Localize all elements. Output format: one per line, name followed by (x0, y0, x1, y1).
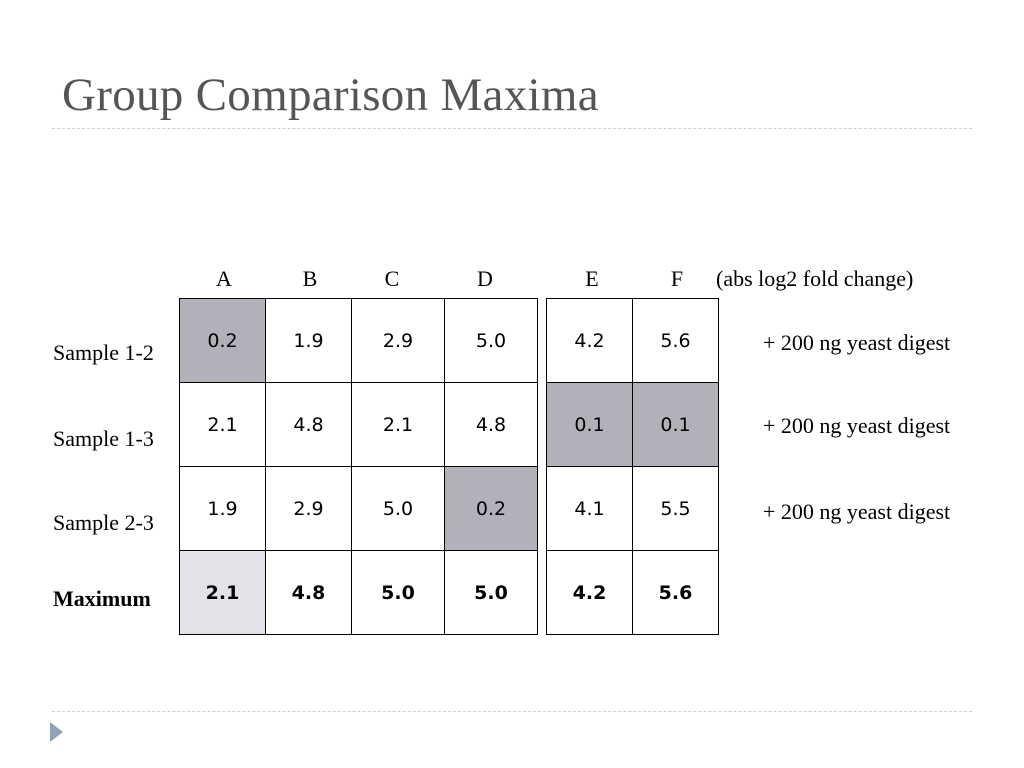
row-label-maximum: Maximum (53, 586, 151, 611)
cell-maximum-b: 4.8 (265, 550, 352, 635)
table-row: 4.2 5.6 (546, 298, 719, 383)
comparison-grid-a-d: 0.2 1.9 2.9 5.0 2.1 4.8 2.1 4.8 1.9 2.9 … (179, 298, 538, 635)
row-label-sample-2-3: Sample 2-3 (53, 510, 154, 535)
cell-sample-1-2-b: 1.9 (265, 298, 352, 383)
note-sample-1-2: + 200 ng yeast digest (763, 330, 951, 355)
cell-maximum-d: 5.0 (444, 550, 538, 635)
cell-maximum-a: 2.1 (179, 550, 266, 635)
row-label-sample-1-2: Sample 1-2 (53, 340, 154, 365)
column-header-a: A (216, 266, 232, 291)
cell-maximum-c: 5.0 (351, 550, 445, 635)
table-row: 0.1 0.1 (546, 382, 719, 467)
cell-maximum-f: 5.6 (632, 550, 719, 635)
cell-sample-2-3-b: 2.9 (265, 466, 352, 551)
cell-sample-1-2-d: 5.0 (444, 298, 538, 383)
cell-sample-1-2-e: 4.2 (546, 298, 633, 383)
column-header-d: D (477, 266, 493, 291)
row-label-sample-1-3: Sample 1-3 (53, 426, 154, 451)
cell-sample-1-2-c: 2.9 (351, 298, 445, 383)
cell-sample-1-3-d: 4.8 (444, 382, 538, 467)
column-header-b: B (302, 266, 318, 291)
column-header-c: C (384, 266, 400, 291)
table-row-maximum: 2.1 4.8 5.0 5.0 (179, 550, 538, 635)
slide-title: Group Comparison Maxima (62, 69, 599, 121)
cell-sample-1-3-a: 2.1 (179, 382, 266, 467)
units-label: (abs log2 fold change) (716, 266, 914, 291)
note-sample-2-3: + 200 ng yeast digest (763, 499, 951, 524)
table-row: 2.1 4.8 2.1 4.8 (179, 382, 538, 467)
table-row: 0.2 1.9 2.9 5.0 (179, 298, 538, 383)
cell-sample-2-3-e: 4.1 (546, 466, 633, 551)
cell-maximum-e: 4.2 (546, 550, 633, 635)
cell-sample-2-3-f: 5.5 (632, 466, 719, 551)
column-header-e: E (585, 266, 599, 291)
cell-sample-2-3-a: 1.9 (179, 466, 266, 551)
table-row: 4.1 5.5 (546, 466, 719, 551)
cell-sample-1-3-c: 2.1 (351, 382, 445, 467)
note-sample-1-3: + 200 ng yeast digest (763, 413, 951, 438)
cell-sample-2-3-c: 5.0 (351, 466, 445, 551)
triangle-bullet-icon (50, 722, 63, 742)
cell-sample-1-2-a: 0.2 (179, 298, 266, 383)
title-divider (52, 128, 972, 129)
comparison-grid-e-f: 4.2 5.6 0.1 0.1 4.1 5.5 4.2 5.6 (546, 298, 719, 635)
table-row-maximum: 4.2 5.6 (546, 550, 719, 635)
cell-sample-1-3-f: 0.1 (632, 382, 719, 467)
cell-sample-1-2-f: 5.6 (632, 298, 719, 383)
footer-divider (52, 711, 972, 712)
column-header-f: F (670, 266, 684, 291)
cell-sample-1-3-b: 4.8 (265, 382, 352, 467)
cell-sample-1-3-e: 0.1 (546, 382, 633, 467)
cell-sample-2-3-d: 0.2 (444, 466, 538, 551)
table-row: 1.9 2.9 5.0 0.2 (179, 466, 538, 551)
